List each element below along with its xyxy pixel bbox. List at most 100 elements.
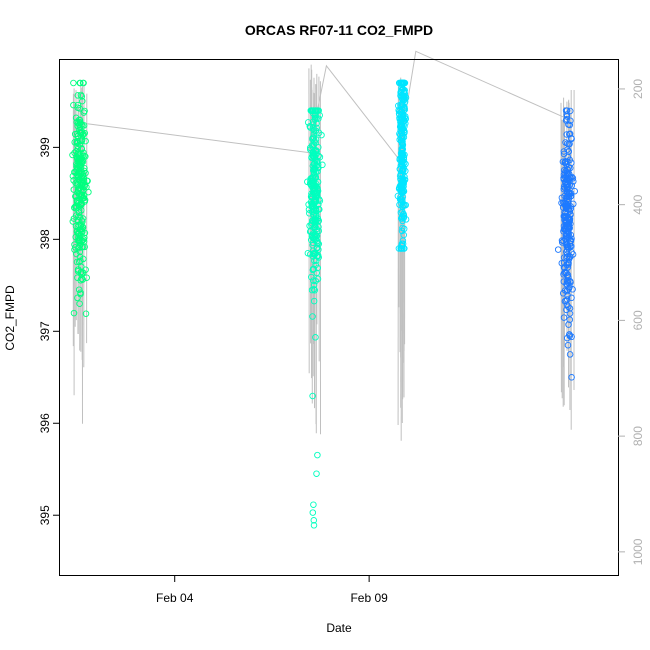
data-point xyxy=(566,107,574,115)
data-point xyxy=(398,185,406,192)
y-tick-label: 395 xyxy=(38,505,52,525)
data-point xyxy=(398,227,406,235)
data-point xyxy=(562,232,570,240)
data-point xyxy=(311,197,319,205)
data-point xyxy=(73,118,81,126)
data-point xyxy=(312,277,319,285)
data-point xyxy=(309,135,316,143)
data-point xyxy=(401,176,409,183)
data-point xyxy=(74,122,81,130)
data-point xyxy=(78,93,86,100)
data-point xyxy=(309,241,316,249)
y-tick-label: 396 xyxy=(38,413,52,433)
data-point xyxy=(72,203,79,210)
data-point xyxy=(71,241,78,248)
y2-tick-label: 400 xyxy=(631,194,645,214)
data-point xyxy=(571,187,578,195)
data-point xyxy=(308,273,315,281)
y2-tick-label: 1000 xyxy=(631,538,645,565)
data-point xyxy=(78,207,85,214)
data-point xyxy=(311,159,319,167)
data-point xyxy=(71,168,78,176)
data-point xyxy=(75,158,83,165)
data-point xyxy=(71,204,78,211)
data-point xyxy=(402,216,410,223)
data-point xyxy=(564,292,571,299)
data-point xyxy=(74,181,82,188)
data-point xyxy=(314,185,321,193)
data-point xyxy=(70,79,77,87)
data-point xyxy=(81,164,88,172)
data-point xyxy=(400,211,407,218)
pressure-layer xyxy=(72,50,575,441)
y-axis-label: CO2_FMPD xyxy=(3,285,17,351)
data-point xyxy=(399,79,407,87)
data-point xyxy=(70,309,78,317)
data-point xyxy=(399,114,406,122)
data-point xyxy=(566,331,573,338)
data-point xyxy=(73,258,81,266)
data-point xyxy=(77,225,85,233)
data-point xyxy=(76,253,84,261)
data-point xyxy=(565,192,573,200)
data-point xyxy=(309,253,317,260)
data-point xyxy=(70,177,77,184)
data-point xyxy=(309,239,317,247)
data-point xyxy=(563,280,570,288)
y-tick-label: 399 xyxy=(38,137,52,157)
data-point xyxy=(78,217,86,224)
y2-tick-label: 600 xyxy=(631,310,645,330)
data-point xyxy=(564,224,571,232)
data-point xyxy=(560,174,567,182)
y2-tick-label: 800 xyxy=(631,426,645,446)
data-point xyxy=(77,289,84,296)
data-point xyxy=(79,97,86,105)
data-point xyxy=(400,231,408,239)
x-tick-label: Feb 09 xyxy=(350,591,388,605)
data-point xyxy=(313,470,320,477)
data-point xyxy=(565,163,573,171)
data-point xyxy=(397,196,405,203)
data-point xyxy=(566,164,574,172)
data-point xyxy=(314,451,321,459)
data-point xyxy=(397,170,405,178)
data-point xyxy=(566,351,574,358)
data-point xyxy=(561,268,569,276)
data-point xyxy=(309,189,317,197)
data-point xyxy=(80,255,87,263)
data-point xyxy=(310,171,318,179)
x-axis: Feb 04 Feb 09 xyxy=(156,575,388,605)
data-point xyxy=(309,174,317,182)
data-point xyxy=(311,138,318,145)
data-point xyxy=(310,297,318,305)
data-point xyxy=(74,274,81,281)
data-point xyxy=(564,303,572,310)
data-point xyxy=(75,213,82,220)
data-point xyxy=(398,86,405,94)
data-point xyxy=(71,130,79,138)
data-point xyxy=(402,201,409,209)
data-point xyxy=(78,263,85,271)
data-point xyxy=(71,139,78,146)
data-point xyxy=(310,277,317,284)
data-point xyxy=(310,501,317,508)
data-point xyxy=(76,79,84,87)
data-point xyxy=(82,266,89,273)
data-point xyxy=(77,164,85,171)
data-point xyxy=(82,137,89,145)
data-point xyxy=(74,178,81,185)
data-point xyxy=(400,245,408,252)
data-point xyxy=(401,87,408,94)
data-point xyxy=(76,141,84,148)
data-point xyxy=(310,517,318,524)
data-point xyxy=(311,164,319,172)
data-point xyxy=(566,310,574,317)
data-point xyxy=(398,245,405,252)
data-point xyxy=(71,149,78,157)
data-point xyxy=(400,93,408,101)
data-point xyxy=(561,214,568,221)
y-tick-label: 397 xyxy=(38,321,52,341)
plot-frame xyxy=(59,59,619,576)
data-point xyxy=(562,158,569,165)
